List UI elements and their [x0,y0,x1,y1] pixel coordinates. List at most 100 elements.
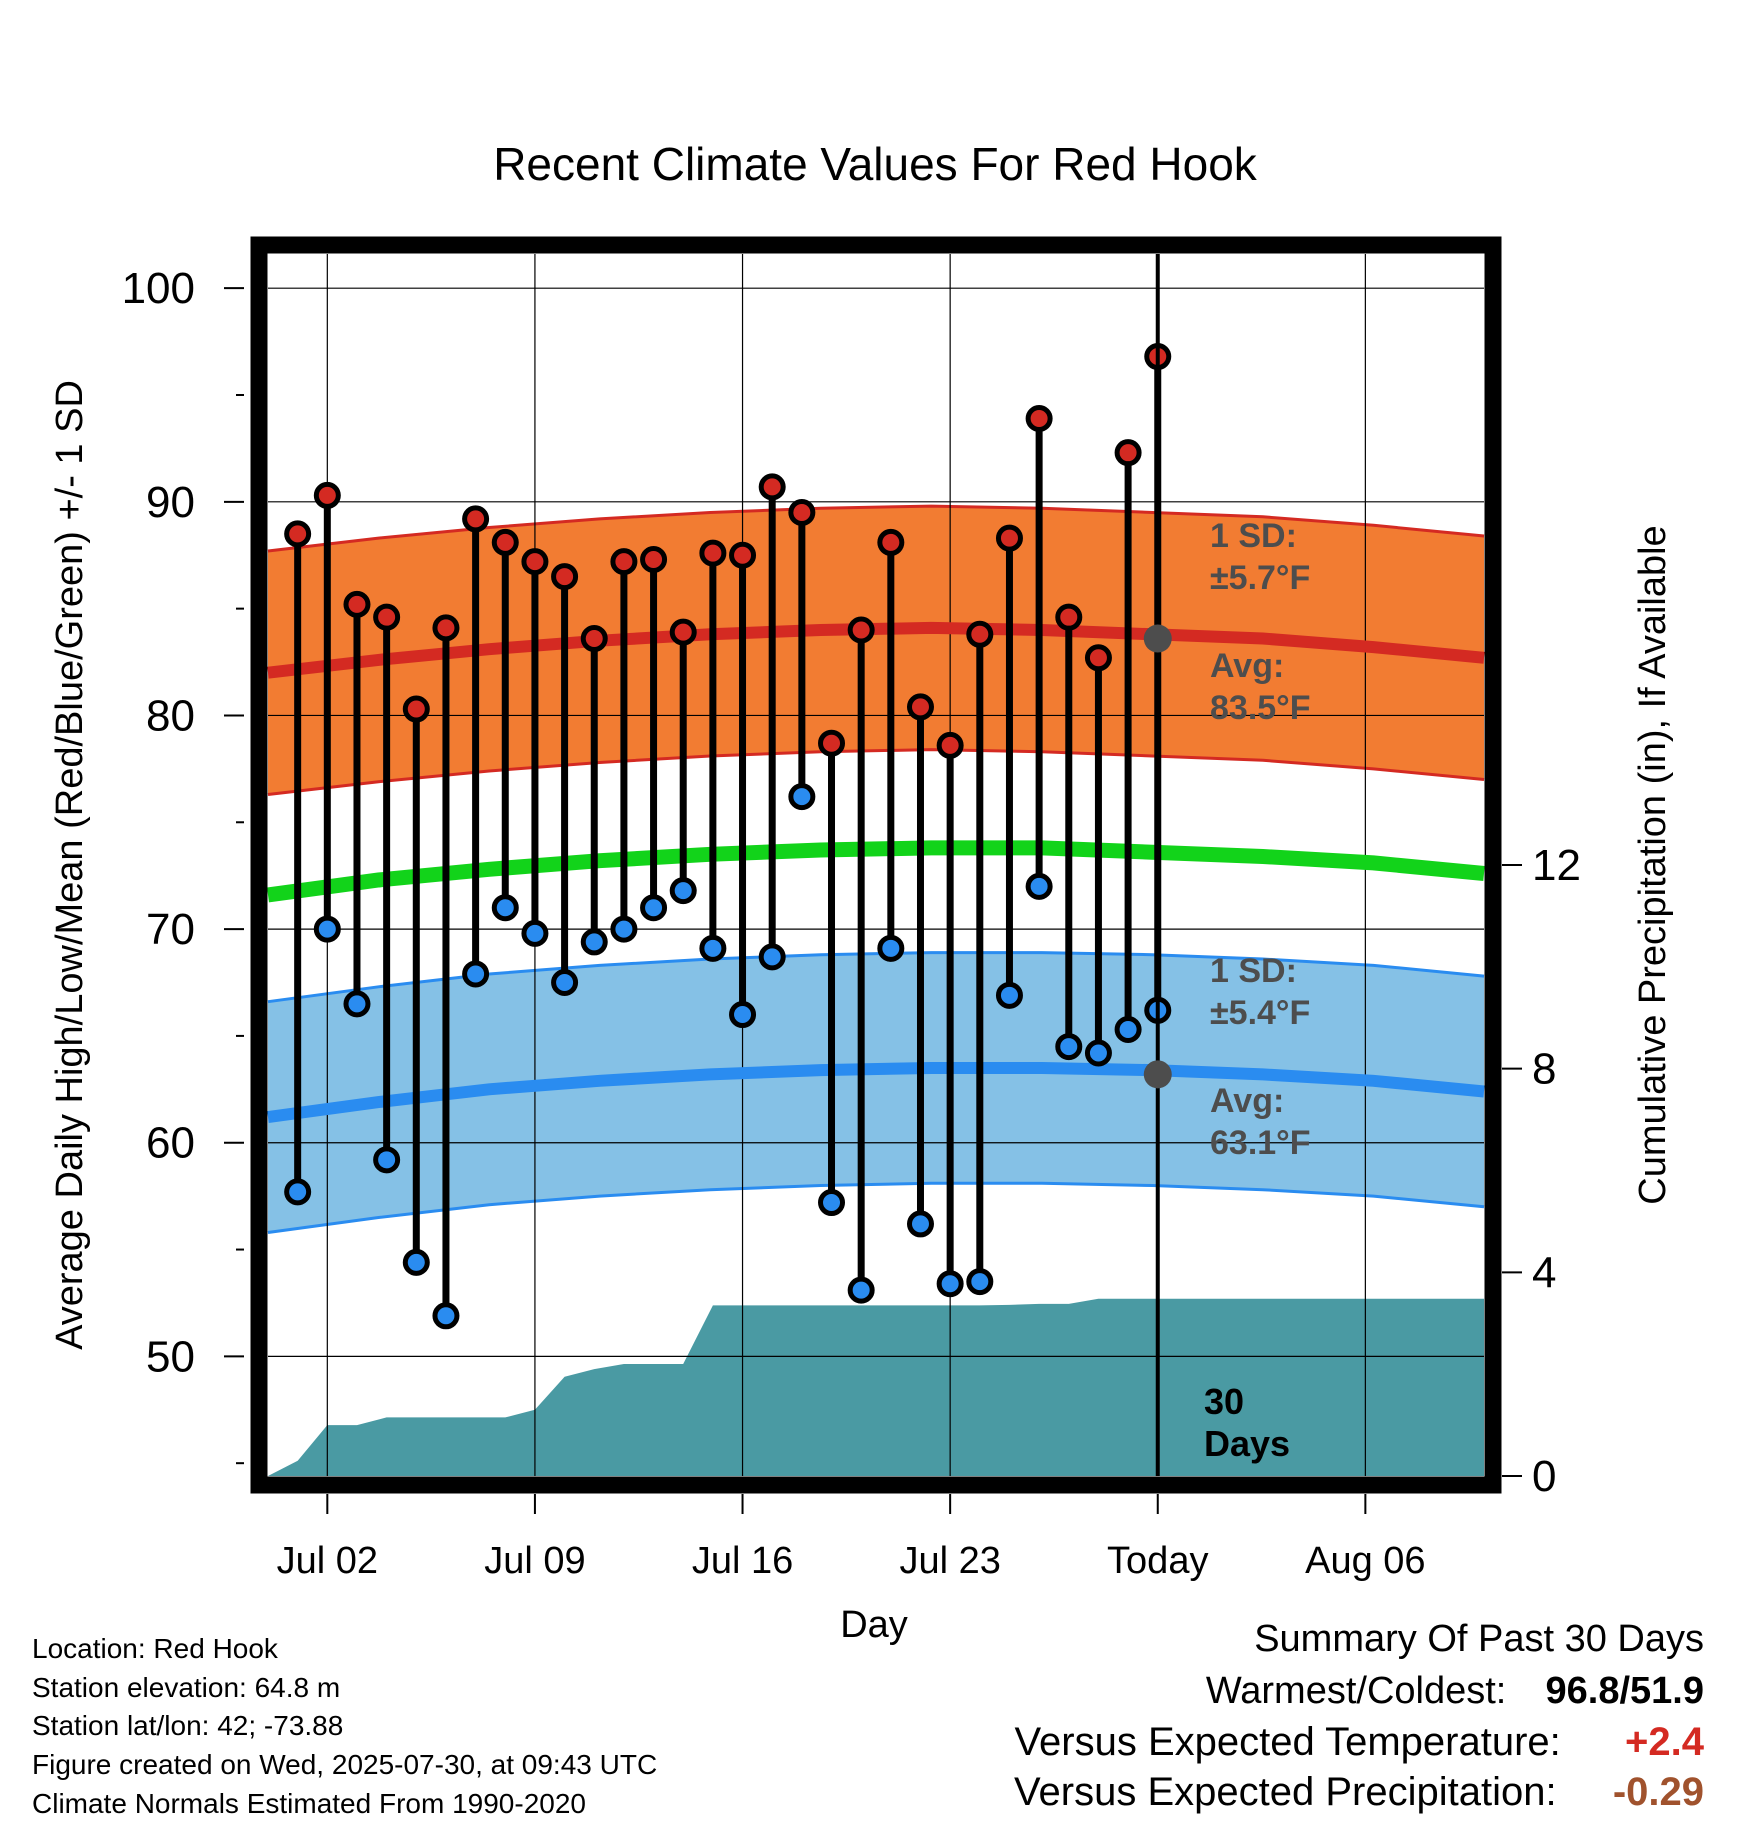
daily-high-point [1084,644,1112,672]
low-sd-value: ±5.4°F [1210,994,1310,1032]
y-tick-label: 50 [146,1332,195,1381]
y2-tick-label: 12 [1532,841,1581,890]
normal-high-line [267,621,1485,679]
daily-low-point [758,943,786,971]
daily-low-point [1025,872,1053,900]
chart-title: Recent Climate Values For Red Hook [493,138,1258,190]
temp-vs-expected-value: +2.4 [1625,1720,1704,1764]
daily-high-point [669,618,697,646]
daily-high-point [847,616,875,644]
daily-high-point [729,541,757,569]
today-marker [1143,254,1172,1476]
precip-vs-expected-label: Versus Expected Precipitation: [1014,1770,1557,1814]
warmest-label: Warmest/Coldest: [1205,1670,1507,1712]
daily-high-point [551,563,579,591]
low-avg-label: Avg: [1210,1082,1284,1120]
daily-high-point [936,731,964,759]
daily-low-point [1114,1016,1142,1043]
daily-high-point [995,524,1023,552]
daily-low-point [699,934,727,962]
daily-low-point [877,934,905,962]
x-tick-label: Jul 23 [899,1540,1000,1582]
summary-warmest-row: Warmest/Coldest: 96.8/51.9 [1206,1670,1704,1713]
x-axis-label: Day [840,1604,908,1646]
daily-high-point [906,693,934,721]
y2-axis-label: Cumulative Precipitation (in), If Availa… [1632,525,1674,1204]
daily-high-point [610,548,638,576]
daily-low-point [284,1178,312,1206]
today-low-avg-point [1143,1060,1172,1089]
summary-title: Summary Of Past 30 Days [1254,1618,1704,1660]
daily-high-point [758,473,786,501]
daily-high-point [432,614,460,642]
precip-vs-expected-value: -0.29 [1612,1770,1704,1814]
daily-low-point [936,1270,964,1298]
daily-high-point [491,528,519,556]
daily-low-point [343,990,371,1018]
daily-low-point [373,1146,401,1174]
daily-high-point [1055,603,1083,631]
location-text: Location: Red Hook [32,1633,278,1664]
summary-temp-row: Versus Expected Temperature: +2.4 [1015,1720,1704,1765]
daily-low-point [462,960,490,988]
normal-low-line [267,1062,1485,1124]
daily-high-point [580,625,608,653]
y-tick-label: 80 [146,691,195,740]
daily-high-point [1025,405,1053,432]
x-tick-label: Aug 06 [1305,1540,1425,1582]
y-tick-label: 70 [146,905,195,954]
daily-low-point [640,894,668,922]
daily-low-point [610,915,638,943]
low-sd-label: 1 SD: [1210,952,1297,990]
daily-low-point [966,1268,994,1296]
low-sd-band [268,952,1484,1233]
y-axis-ticks: 50 60 70 80 90 100 [122,264,244,1465]
low-sd-lower-edge [267,1181,1485,1234]
daily-low-point [313,915,341,943]
daily-low-point [788,783,816,811]
high-sd-value: ±5.7°F [1210,559,1310,597]
summary-precip-row: Versus Expected Precipitation: -0.29 [1014,1770,1704,1815]
x-axis-ticks: Jul 02 Jul 09 Jul 16 Jul 23 Today Aug 06 [277,1494,1426,1582]
daily-high-point [699,539,727,567]
daily-low-point [432,1302,460,1330]
latlon-text: Station lat/lon: 42; -73.88 [32,1710,344,1741]
normal-lines [266,621,1485,1124]
y2-axis-ticks: 0 4 8 12 [1502,841,1581,1501]
daily-high-point [1114,439,1142,467]
y-tick-label: 60 [146,1119,195,1168]
x-tick-label: Jul 09 [484,1540,585,1582]
daily-high-point [313,481,341,509]
warmest-value: 96.8 [1545,1670,1620,1712]
precipitation-fill [268,1298,1484,1476]
daily-high-point [877,528,905,556]
window-label-days: Days [1204,1423,1290,1464]
y-tick-label: 90 [146,478,195,527]
daily-high-point [343,590,371,618]
daily-low-point [402,1248,430,1276]
high-sd-lower-edge [267,748,1485,796]
high-avg-label: Avg: [1210,647,1284,685]
precipitation-area [268,1298,1484,1476]
high-sd-label: 1 SD: [1210,517,1297,555]
warmest-slash: / [1619,1670,1631,1712]
daily-high-point [640,546,668,573]
x-tick-label: Jul 16 [692,1540,793,1582]
daily-high-point [818,729,846,757]
y-axis-label: Average Daily High/Low/Mean (Red/Blue/Gr… [49,380,91,1350]
today-high-avg-point [1143,624,1172,653]
plot-frame [250,236,1502,1494]
daily-low-point [818,1189,846,1217]
daily-low-point [1084,1039,1112,1067]
daily-low-point [847,1276,875,1304]
y2-tick-label: 8 [1532,1045,1556,1094]
daily-high-point [966,620,994,648]
created-text: Figure created on Wed, 2025-07-30, at 09… [32,1749,658,1780]
daily-low-point [669,877,697,905]
daily-low-point [995,981,1023,1009]
y2-tick-label: 0 [1532,1452,1556,1501]
daily-low-point [580,928,608,956]
high-avg-value: 83.5°F [1210,689,1311,727]
daily-high-point [402,695,430,723]
